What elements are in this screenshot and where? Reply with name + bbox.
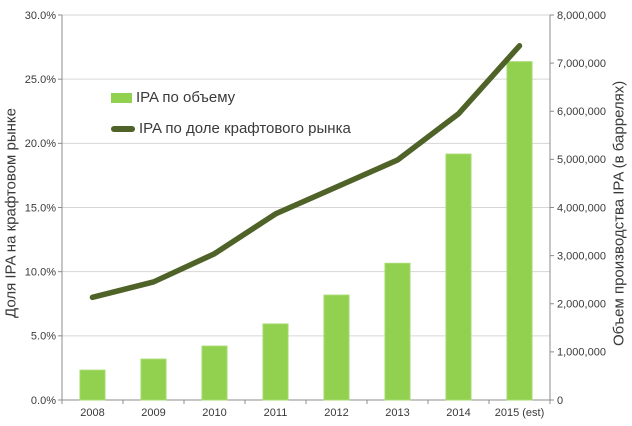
x-category-label: 2010 (202, 407, 226, 419)
left-axis-title: Доля IPA на крафтовом рынке (2, 108, 20, 318)
bar-2015 (est) (506, 61, 533, 401)
left-tick-label: 30.0% (25, 10, 56, 22)
right-tick-label: 6,000,000 (557, 106, 606, 118)
x-category-label: 2012 (324, 407, 348, 419)
bar-2008 (79, 369, 106, 401)
line-swatch-icon (111, 125, 135, 132)
legend-item-share: IPA по доле крафтового рынка (111, 118, 351, 139)
legend-item-volume: IPA по объему (111, 87, 351, 108)
x-category-label: 2013 (385, 407, 409, 419)
right-tick-label: 4,000,000 (557, 202, 606, 214)
right-tick-label: 0 (557, 395, 563, 407)
right-tick-label: 1,000,000 (557, 347, 606, 359)
bar-swatch-icon (111, 92, 132, 103)
left-tick-label: 25.0% (25, 74, 56, 86)
legend-label-share: IPA по доле крафтового рынка (139, 120, 351, 137)
x-category-label: 2015 (est) (495, 407, 545, 419)
right-axis-title: Объем производства IPA (в баррелях) (610, 80, 628, 346)
legend-label-volume: IPA по объему (136, 89, 236, 106)
x-category-label: 2014 (446, 407, 470, 419)
bar-2009 (140, 358, 167, 401)
x-category-label: 2011 (264, 407, 288, 419)
right-tick-label: 7,000,000 (557, 58, 606, 70)
right-tick-label: 3,000,000 (557, 250, 606, 262)
left-tick-label: 15.0% (25, 202, 56, 214)
x-category-label: 2009 (141, 407, 165, 419)
x-category-label: 2008 (80, 407, 104, 419)
bar-2011 (262, 323, 289, 401)
left-tick-label: 10.0% (25, 267, 56, 279)
left-tick-label: 0.0% (31, 395, 56, 407)
right-tick-label: 5,000,000 (557, 154, 606, 166)
right-tick-label: 8,000,000 (557, 10, 606, 22)
bar-2012 (323, 294, 350, 401)
share-trend-line (89, 43, 523, 301)
left-tick-label: 20.0% (25, 138, 56, 150)
right-tick-label: 2,000,000 (557, 299, 606, 311)
bar-2014 (445, 153, 472, 401)
bar-2013 (384, 262, 411, 401)
left-tick-label: 5.0% (31, 331, 56, 343)
legend: IPA по объему IPA по доле крафтового рын… (111, 87, 351, 149)
bar-2010 (201, 345, 228, 401)
